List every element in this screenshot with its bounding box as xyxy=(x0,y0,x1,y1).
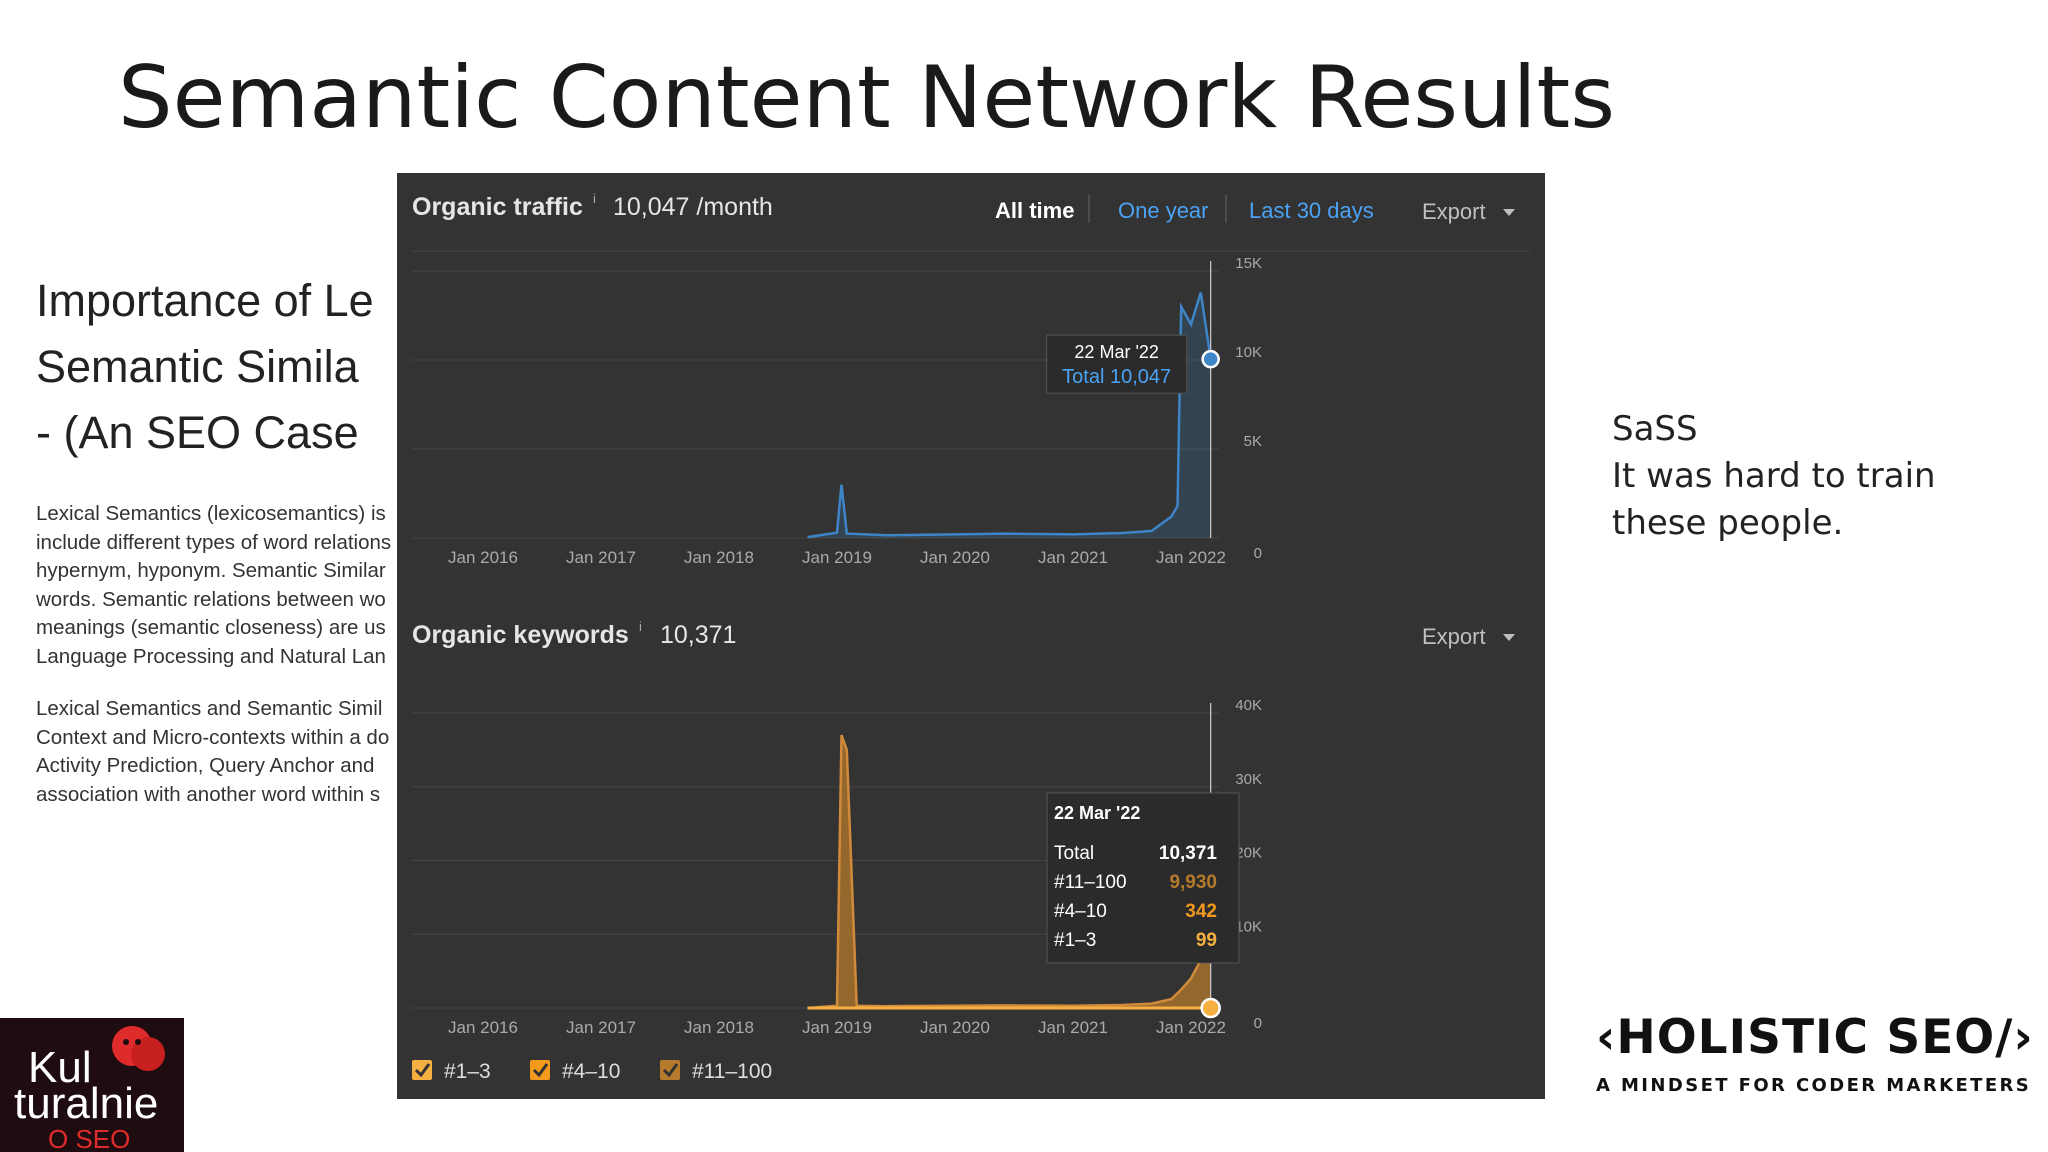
x-tick-label: Jan 2022 xyxy=(1156,548,1226,567)
y-tick-label: 10K xyxy=(1235,918,1262,935)
filter-all-time[interactable]: All time xyxy=(995,198,1074,223)
kulturalnie-logo-svg: Kul turalnie O SEO xyxy=(14,1026,165,1152)
y-tick-label: 40K xyxy=(1235,697,1262,714)
document-paragraph-1: Lexical Semantics (lexicosemantics) is i… xyxy=(36,502,392,668)
x-tick-label: Jan 2021 xyxy=(1038,1018,1108,1037)
tooltip-total: Total 10,047 xyxy=(1062,366,1171,388)
logo-text: Kul xyxy=(28,1043,92,1092)
y-tick-label: 5K xyxy=(1244,433,1262,450)
tooltip-row-label: #1–3 xyxy=(1054,930,1096,951)
x-tick-label: Jan 2020 xyxy=(920,548,990,567)
keywords-export-button[interactable]: Export xyxy=(1422,624,1486,649)
series-area xyxy=(807,735,1211,1008)
traffic-export-button[interactable]: Export xyxy=(1422,199,1486,224)
y-tick-label: 0 xyxy=(1254,1015,1262,1032)
filter-one-year[interactable]: One year xyxy=(1118,198,1209,223)
y-tick-label: 15K xyxy=(1235,255,1262,272)
x-tick-label: Jan 2016 xyxy=(448,1018,518,1037)
document-excerpt: Importance of Le Semantic Simila - (An S… xyxy=(36,268,402,828)
legend-item-11-100[interactable]: #11–100 xyxy=(660,1060,772,1083)
traffic-info-icon[interactable]: i xyxy=(593,191,596,206)
theater-mask-icon xyxy=(131,1037,165,1071)
holistic-seo-wordmark: ‹HOLISTIC SEO/› xyxy=(1596,1010,2034,1065)
x-tick-label: Jan 2020 xyxy=(920,1018,990,1037)
x-tick-label: Jan 2022 xyxy=(1156,1018,1226,1037)
tooltip-row-label: Total xyxy=(1054,843,1094,864)
x-tick-label: Jan 2019 xyxy=(802,1018,872,1037)
series-area xyxy=(807,292,1211,538)
keywords-value: 10,371 xyxy=(660,621,736,649)
x-tick-label: Jan 2017 xyxy=(566,548,636,567)
holistic-seo-logo: ‹HOLISTIC SEO/› A MINDSET FOR CODER MARK… xyxy=(1596,1010,2034,1096)
y-tick-label: 10K xyxy=(1235,344,1262,361)
tooltip-row-label: #4–10 xyxy=(1054,901,1107,922)
series-line xyxy=(807,734,1212,1010)
document-paragraph-2: Lexical Semantics and Semantic Simil Con… xyxy=(36,697,390,806)
series-line xyxy=(807,292,1212,539)
x-tick-label: Jan 2018 xyxy=(684,1018,754,1037)
traffic-title: Organic traffic xyxy=(412,193,583,221)
x-tick-label: Jan 2018 xyxy=(684,548,754,567)
legend-label: #4–10 xyxy=(562,1060,620,1083)
check-icon xyxy=(662,1063,679,1078)
x-tick-label: Jan 2016 xyxy=(448,548,518,567)
checkbox-icon[interactable] xyxy=(660,1060,680,1080)
legend-label: #11–100 xyxy=(692,1060,772,1083)
x-tick-label: Jan 2017 xyxy=(566,1018,636,1037)
x-tick-label: Jan 2021 xyxy=(1038,548,1108,567)
keywords-tooltip xyxy=(1046,792,1240,964)
hover-point-marker xyxy=(1200,997,1221,1019)
tooltip-row-value: 342 xyxy=(1185,901,1217,922)
check-icon xyxy=(532,1063,549,1078)
tooltip-row-value: 10,371 xyxy=(1159,843,1218,864)
y-tick-label: 0 xyxy=(1254,545,1262,562)
traffic-value: 10,047 /month xyxy=(613,193,773,221)
traffic-chart: 15K 10K 5K 0 Jan 2016 Jan 2017 Jan 2018 Jan 201… xyxy=(412,255,1262,567)
hover-point-marker xyxy=(1201,349,1220,369)
legend-item-1-3[interactable]: #1–3 xyxy=(412,1060,491,1083)
tooltip-row-label: #11–100 xyxy=(1054,872,1127,893)
holistic-seo-tagline: A MINDSET FOR CODER MARKETERS xyxy=(1596,1075,2032,1096)
traffic-export-caret-icon[interactable] xyxy=(1503,209,1515,216)
checkbox-icon[interactable] xyxy=(530,1060,550,1080)
y-tick-label: 30K xyxy=(1235,771,1262,788)
y-tick-label: 20K xyxy=(1235,845,1262,862)
side-note: SaSS It was hard to train these people. xyxy=(1612,409,1936,543)
tooltip-row-value: 9,930 xyxy=(1169,872,1217,893)
legend: #1–3 #4–10 #11–100 xyxy=(412,1060,772,1083)
logo-subtext: O SEO xyxy=(48,1124,130,1152)
tooltip-date: 22 Mar '22 xyxy=(1074,342,1158,362)
legend-label: #1–3 xyxy=(444,1060,491,1083)
logo-text: turalnie xyxy=(14,1079,158,1128)
keywords-chart: 40K 30K 20K 10K 0 Jan 2016 Jan 2017 Jan 2018 Jan… xyxy=(412,697,1262,1037)
analytics-svg: Organic traffic i 10,047 /month All time… xyxy=(412,191,1530,1083)
x-tick-label: Jan 2019 xyxy=(802,548,872,567)
tooltip-row-value: 99 xyxy=(1196,930,1217,951)
traffic-tooltip xyxy=(1046,334,1188,394)
slide-title: Semantic Content Network Results xyxy=(118,48,1616,148)
analytics-panel: Organic traffic i 10,047 /month All time… xyxy=(397,173,1545,1099)
tooltip-date: 22 Mar '22 xyxy=(1054,803,1140,823)
check-icon xyxy=(414,1063,431,1078)
legend-item-4-10[interactable]: #4–10 xyxy=(530,1060,620,1083)
keywords-info-icon[interactable]: i xyxy=(639,619,642,634)
keywords-title: Organic keywords xyxy=(412,621,629,649)
document-heading: Importance of Le Semantic Simila - (An S… xyxy=(36,275,374,458)
keywords-export-caret-icon[interactable] xyxy=(1503,634,1515,641)
checkbox-icon[interactable] xyxy=(412,1060,432,1080)
filter-last-30-days[interactable]: Last 30 days xyxy=(1249,198,1374,223)
kulturalnie-o-seo-logo: Kul turalnie O SEO xyxy=(0,1018,184,1152)
